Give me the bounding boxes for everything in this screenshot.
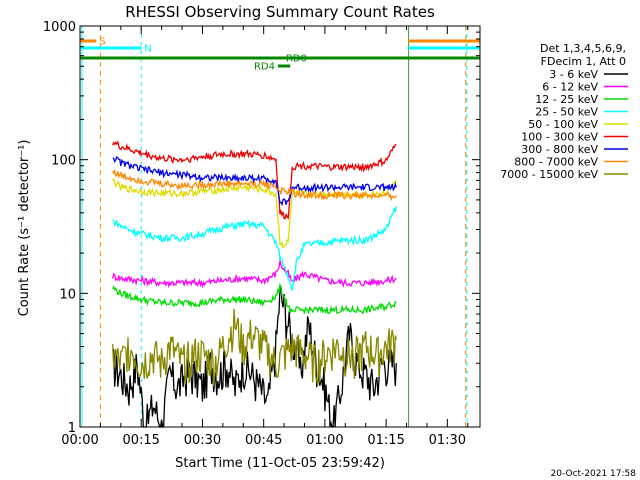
series-line (112, 205, 397, 291)
legend-entry-label: 300 - 800 keV (521, 143, 598, 156)
x-tick-label: 00:45 (245, 433, 282, 448)
series-layer (112, 140, 397, 429)
x-tick-label: 00:00 (61, 433, 98, 448)
x-tick-label: 00:30 (184, 433, 221, 448)
axes: 1 10 100 1000 00:00 00:15 00:30 00:45 01:00 01:15… (43, 20, 481, 448)
x-tick-label: 01:30 (429, 433, 466, 448)
y-tick-label: 10 (59, 287, 76, 302)
y-tick-label: 1 (68, 421, 76, 436)
series-line (112, 177, 397, 249)
series-line (112, 140, 397, 220)
footer-date: 20-Oct-2021 17:58 (551, 469, 637, 479)
series-line (112, 308, 397, 387)
annotation-label: N (144, 44, 151, 55)
x-axis-label: Start Time (11-Oct-05 23:59:42) (175, 456, 385, 471)
y-axis-label: Count Rate (s⁻¹ detector⁻¹) (17, 140, 32, 317)
legend-entry-label: 12 - 25 keV (535, 93, 598, 106)
series-line (112, 156, 397, 207)
chart-title: RHESSI Observing Summary Count Rates (125, 3, 435, 21)
legend-entry-label: 7000 - 15000 keV (500, 168, 598, 181)
annotation-label: S (99, 37, 105, 48)
legend-entry-label: 50 - 100 keV (528, 118, 598, 131)
legend-entry-label: 100 - 300 keV (521, 131, 598, 144)
annotation-bars: S N RD0 RD4 (80, 26, 480, 427)
y-tick-label: 1000 (43, 20, 76, 35)
legend-header: Det 1,3,4,5,6,9, (540, 42, 626, 55)
legend-header: FDecim 1, Att 0 (541, 55, 626, 68)
series-line (112, 168, 397, 202)
series-line (112, 260, 397, 289)
series-line (112, 285, 397, 429)
legend-entry-label: 3 - 6 keV (549, 68, 598, 81)
annotation-label: RD0 (286, 54, 307, 65)
series-line (112, 282, 397, 315)
annotation-label: RD4 (254, 62, 275, 73)
plot-frame (79, 25, 481, 428)
legend-entry-label: 6 - 12 keV (542, 81, 598, 94)
legend: Det 1,3,4,5,6,9,FDecim 1, Att 03 - 6 keV… (500, 42, 628, 181)
x-tick-label: 01:00 (306, 433, 343, 448)
legend-entry-label: 800 - 7000 keV (514, 156, 598, 169)
y-tick-label: 100 (51, 154, 76, 169)
x-tick-label: 01:15 (367, 433, 404, 448)
x-tick-label: 00:15 (122, 433, 159, 448)
legend-entry-label: 25 - 50 keV (535, 106, 598, 119)
